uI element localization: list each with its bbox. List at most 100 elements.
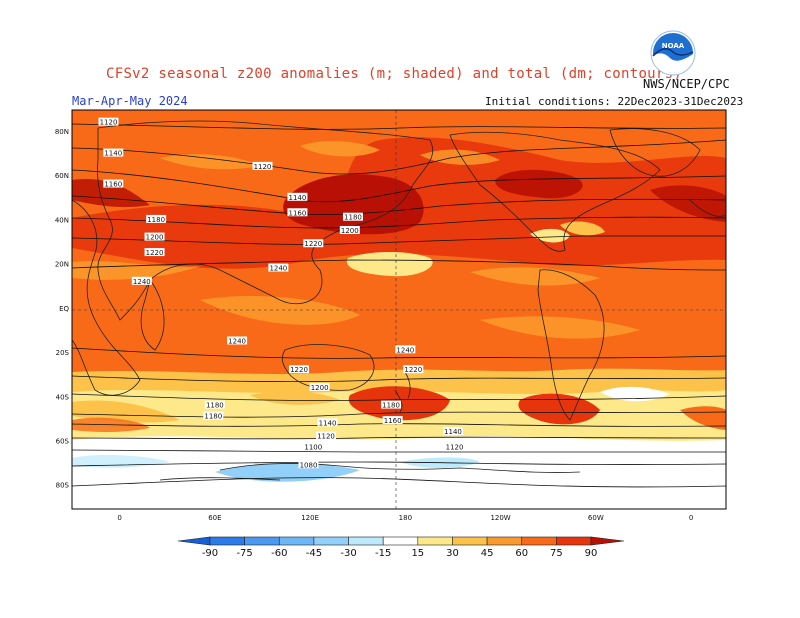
colorbar-label: -30	[340, 548, 356, 559]
contour-label: 1120	[252, 161, 273, 171]
contour-label: 1100	[303, 442, 324, 452]
contour-label: 1200	[144, 232, 165, 242]
colorbar-label: -75	[236, 548, 252, 559]
colorbar-label: -60	[271, 548, 287, 559]
svg-text:1220: 1220	[304, 240, 322, 248]
colorbar: -90 -75 -60 -45 -30 -15 15 30 45 60 75 90	[177, 536, 625, 559]
svg-text:1140: 1140	[444, 428, 462, 436]
contour-label: 1080	[298, 460, 319, 469]
contour-label: 1140	[103, 148, 124, 158]
contour-label: 1200	[309, 382, 330, 392]
svg-text:1120: 1120	[317, 433, 335, 441]
forecast-period: Mar-Apr-May 2024	[72, 94, 188, 108]
colorbar-arrow-high	[590, 536, 625, 546]
svg-text:1240: 1240	[269, 265, 287, 273]
latitude-label: 40N	[55, 216, 69, 224]
colorbar-swatch	[348, 536, 384, 546]
coastlines	[72, 120, 726, 481]
contour-label: 1120	[315, 431, 336, 441]
svg-text:1200: 1200	[341, 227, 359, 235]
colorbar-swatch	[209, 536, 245, 546]
colorbar-label: 45	[481, 548, 494, 559]
contour-label: 1120	[98, 117, 119, 127]
agency-label: NWS/NCEP/CPC	[643, 77, 730, 91]
colorbar-swatch	[556, 536, 592, 546]
colorbar-label: 60	[515, 548, 528, 559]
colorbar-swatch	[313, 536, 349, 546]
svg-text:1160: 1160	[384, 417, 402, 425]
svg-text:1220: 1220	[146, 249, 164, 257]
longitude-label: 120W	[490, 514, 510, 522]
contour-labels: 1120 1140 1160 1120 1140 1160 1180 1200 1220 1240…	[98, 117, 465, 469]
contour-label: 1160	[382, 416, 403, 425]
colorbar-label: 30	[446, 548, 459, 559]
svg-text:1100: 1100	[304, 444, 322, 452]
svg-text:1180: 1180	[382, 402, 400, 410]
contour-label: 1220	[403, 365, 424, 374]
colorbar-label: 15	[411, 548, 424, 559]
contour-label: 1240	[268, 263, 289, 273]
latitude-label: EQ	[59, 305, 69, 313]
svg-text:1160: 1160	[104, 181, 122, 189]
svg-text:1240: 1240	[228, 338, 246, 346]
longitude-label: 120E	[301, 514, 319, 522]
contour-label: 1140	[442, 427, 463, 436]
svg-text:1120: 1120	[446, 444, 464, 452]
noaa-logo: NOAA	[650, 30, 696, 76]
latitude-label: 80N	[55, 128, 69, 136]
graticule	[72, 110, 726, 509]
chart-title: CFSv2 seasonal z200 anomalies (m; shaded…	[106, 66, 683, 82]
contour-label: 1160	[103, 179, 124, 189]
svg-text:1220: 1220	[290, 366, 308, 374]
svg-text:1240: 1240	[133, 278, 151, 286]
contour-label: 1200	[339, 225, 360, 235]
contour-label: 1180	[342, 212, 363, 222]
latitude-label: 60N	[55, 172, 69, 180]
colorbar-swatch	[452, 536, 488, 546]
svg-text:1120: 1120	[100, 119, 118, 127]
svg-text:1200: 1200	[311, 384, 329, 392]
colorbar-label: -15	[375, 548, 391, 559]
colorbar-arrow-low	[177, 536, 211, 546]
colorbar-swatch	[278, 536, 315, 546]
colorbar-label: 90	[585, 548, 598, 559]
svg-text:1080: 1080	[300, 461, 318, 469]
colorbar-swatch	[486, 536, 523, 546]
svg-text:1140: 1140	[319, 419, 337, 427]
latitude-label: 80S	[56, 482, 70, 490]
contour-label: 1220	[144, 248, 165, 257]
svg-text:1180: 1180	[147, 216, 165, 224]
contour-label: 1240	[395, 345, 416, 354]
svg-text:1140: 1140	[104, 150, 122, 158]
latitude-labels: 80N 60N 40N 20N EQ 20S 40S 60S 80S	[55, 128, 70, 490]
latitude-label: 40S	[56, 393, 70, 401]
map-frame	[71, 109, 727, 510]
latitude-label: 20N	[55, 261, 69, 269]
contour-label: 1220	[303, 239, 324, 248]
svg-text:1140: 1140	[288, 194, 306, 202]
contour-label: 1180	[204, 400, 225, 410]
longitude-labels: 0 60E 120E 180 120W 60W 0	[117, 514, 693, 522]
contour-label: 1240	[131, 276, 152, 286]
longitude-label: 60W	[588, 514, 604, 522]
colorbar-swatch	[382, 536, 419, 546]
contour-label: 1180	[381, 400, 402, 410]
longitude-label: 180	[399, 514, 412, 522]
svg-text:1180: 1180	[344, 214, 362, 222]
latitude-label: 20S	[56, 349, 70, 357]
longitude-label: 0	[117, 514, 121, 522]
svg-text:1200: 1200	[146, 234, 164, 242]
colorbar-label: -45	[306, 548, 322, 559]
contour-label: 1220	[288, 365, 309, 374]
initial-conditions: Initial conditions: 22Dec2023-31Dec2023	[485, 95, 744, 108]
svg-text:1240: 1240	[396, 346, 414, 354]
svg-text:1180: 1180	[204, 413, 222, 421]
colorbar-label: -90	[202, 548, 218, 559]
contour-label: 1140	[287, 192, 308, 202]
contour-label: 1180	[146, 214, 167, 224]
contour-label: 1180	[203, 411, 224, 421]
contour-label: 1240	[227, 336, 248, 346]
colorbar-swatch	[417, 536, 453, 546]
contour-label: 1120	[444, 442, 465, 452]
